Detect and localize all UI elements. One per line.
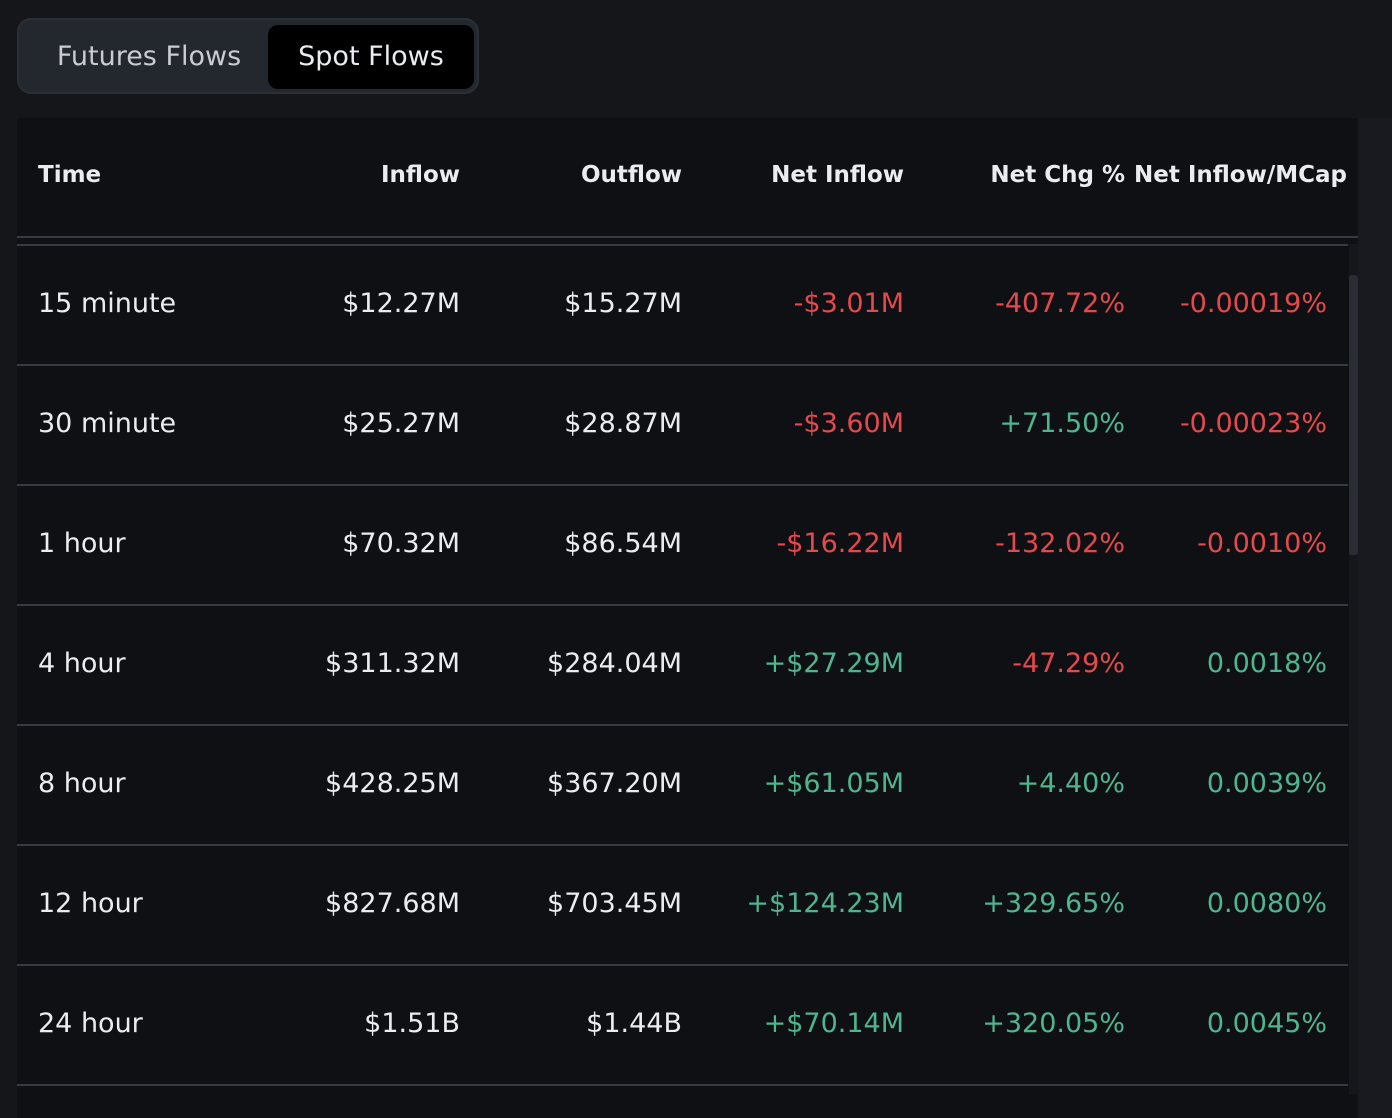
cell-net-inflow: +$124.23M — [746, 888, 904, 919]
header-net-chg[interactable]: Net Chg % — [990, 162, 1125, 188]
cell-time: 1 hour — [38, 528, 126, 559]
cell-inflow: $827.68M — [325, 888, 460, 919]
cell-outflow: $28.87M — [564, 408, 682, 439]
cell-inflow: $70.32M — [342, 528, 460, 559]
cell-net-chg: +320.05% — [982, 1008, 1125, 1039]
tab-futures-flows[interactable]: Futures Flows — [56, 41, 242, 72]
header-inflow[interactable]: Inflow — [380, 162, 460, 188]
cell-net-chg: +4.40% — [1016, 768, 1125, 799]
cell-net-inflow: +$61.05M — [763, 768, 904, 799]
table-row[interactable]: 30 minute $25.27M $28.87M -$3.60M +71.50% -0.… — [17, 366, 1348, 486]
cell-net-inflow: -$16.22M — [776, 528, 904, 559]
cell-net-chg: -407.72% — [995, 288, 1125, 319]
table-row[interactable]: 8 hour $428.25M $367.20M +$61.05M +4.40% 0.00… — [17, 726, 1348, 846]
header-net-inflow[interactable]: Net Inflow — [771, 162, 904, 188]
cell-net-inflow-mcap: 0.0045% — [1206, 1008, 1327, 1039]
cell-net-inflow: -$3.60M — [793, 408, 904, 439]
header-time[interactable]: Time — [38, 162, 102, 188]
table-row[interactable]: 12 hour $827.68M $703.45M +$124.23M +329.65%… — [17, 846, 1348, 966]
cell-net-inflow-mcap: 0.0039% — [1206, 768, 1327, 799]
cell-outflow: $284.04M — [547, 648, 682, 679]
cell-net-inflow: -$3.01M — [793, 288, 904, 319]
cell-net-inflow: +$70.14M — [763, 1008, 904, 1039]
cell-time: 24 hour — [38, 1008, 143, 1039]
cell-outflow: $15.27M — [564, 288, 682, 319]
table-body: 15 minute $12.27M $15.27M -$3.01M -407.72% -0… — [17, 244, 1348, 1086]
cell-inflow: $428.25M — [325, 768, 460, 799]
cell-outflow: $367.20M — [547, 768, 682, 799]
cell-time: 30 minute — [38, 408, 177, 439]
cell-time: 12 hour — [38, 888, 143, 919]
flows-table: Time Inflow Outflow Net Inflow Net Chg %… — [17, 118, 1358, 1118]
cell-outflow: $86.54M — [564, 528, 682, 559]
cell-net-inflow-mcap: -0.0010% — [1197, 528, 1327, 559]
cell-inflow: $12.27M — [342, 288, 460, 319]
cell-inflow: $1.51B — [364, 1008, 460, 1039]
table-row[interactable]: 24 hour $1.51B $1.44B +$70.14M +320.05% 0.004… — [17, 966, 1348, 1086]
cell-inflow: $25.27M — [342, 408, 460, 439]
table-row[interactable]: 15 minute $12.27M $15.27M -$3.01M -407.72% -0… — [17, 246, 1348, 366]
cell-net-chg: +329.65% — [982, 888, 1125, 919]
table-row[interactable]: 4 hour $311.32M $284.04M +$27.29M -47.29% 0.0… — [17, 606, 1348, 726]
cell-time: 15 minute — [38, 288, 177, 319]
cell-net-chg: -132.02% — [995, 528, 1125, 559]
table-header: Time Inflow Outflow Net Inflow Net Chg %… — [17, 118, 1358, 238]
cell-net-inflow-mcap: 0.0080% — [1206, 888, 1327, 919]
scrollbar[interactable] — [1349, 244, 1358, 1094]
cell-net-chg: +71.50% — [999, 408, 1125, 439]
cell-net-inflow-mcap: -0.00023% — [1179, 408, 1327, 439]
cell-net-inflow: +$27.29M — [763, 648, 904, 679]
cell-outflow: $703.45M — [547, 888, 682, 919]
header-outflow[interactable]: Outflow — [580, 162, 682, 188]
cell-outflow: $1.44B — [586, 1008, 682, 1039]
cell-net-inflow-mcap: 0.0018% — [1206, 648, 1327, 679]
header-net-inflow-mcap[interactable]: Net Inflow/MCap — [1133, 162, 1347, 188]
cell-time: 4 hour — [38, 648, 126, 679]
table-row[interactable]: 1 hour $70.32M $86.54M -$16.22M -132.02% -0.0… — [17, 486, 1348, 606]
scrollbar-thumb[interactable] — [1349, 275, 1358, 555]
cell-time: 8 hour — [38, 768, 126, 799]
tab-spot-flows[interactable]: Spot Flows — [268, 25, 474, 89]
cell-net-inflow-mcap: -0.00019% — [1179, 288, 1327, 319]
cell-net-chg: -47.29% — [1012, 648, 1125, 679]
side-panel-edge — [1358, 118, 1392, 1118]
cell-inflow: $311.32M — [325, 648, 460, 679]
flow-type-tabs: Futures Flows Spot Flows — [17, 18, 479, 94]
